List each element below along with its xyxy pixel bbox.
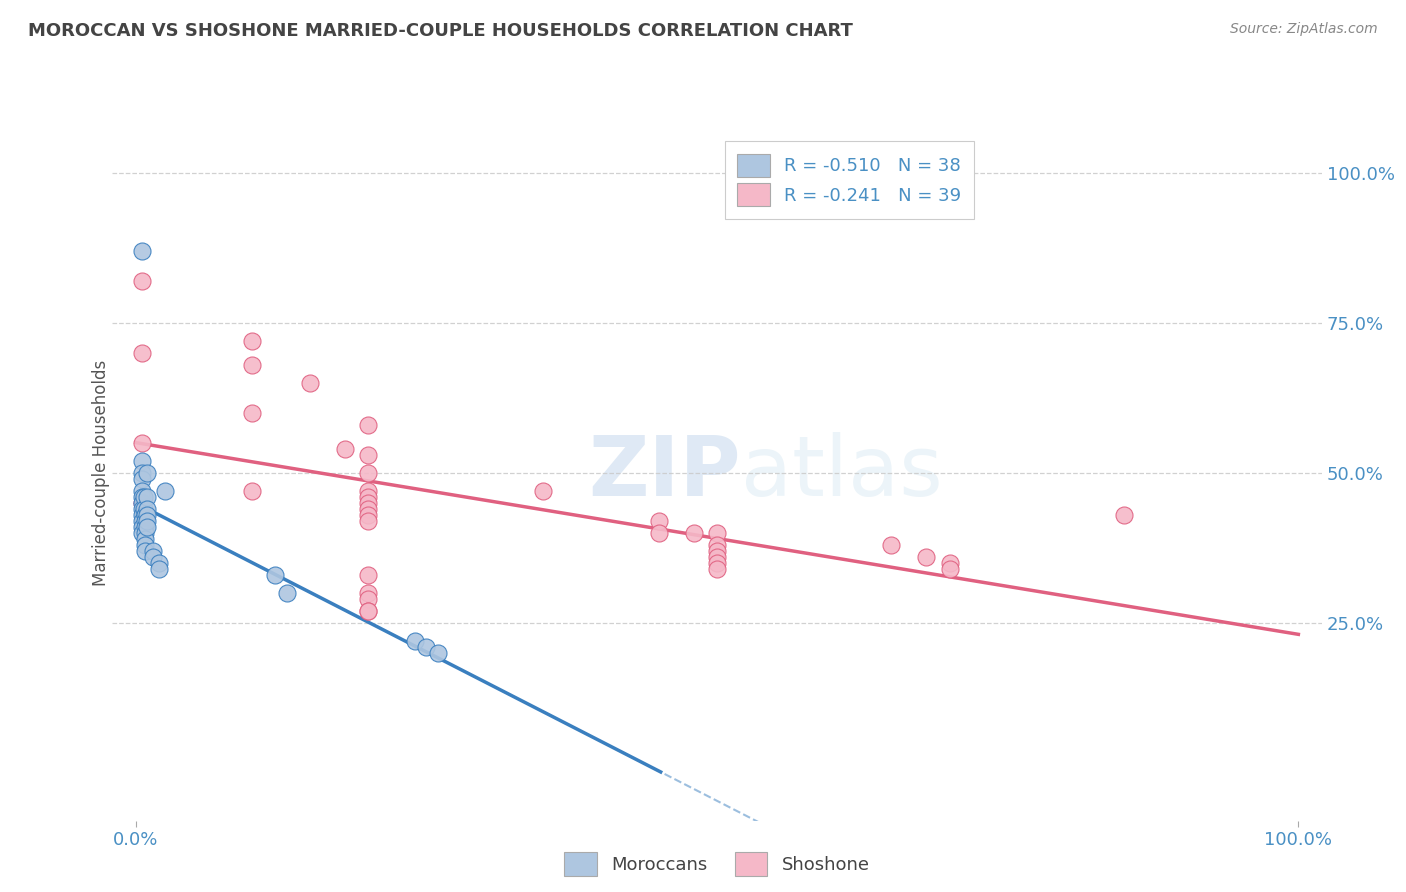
Point [648, 525, 671, 540]
Point [706, 562, 728, 576]
Point [131, 490, 153, 504]
Point [131, 508, 153, 522]
Point [142, 549, 165, 564]
Text: Source: ZipAtlas.com: Source: ZipAtlas.com [1230, 22, 1378, 37]
Point [134, 508, 156, 522]
Point [648, 514, 671, 528]
Point [264, 567, 287, 582]
Point [240, 483, 263, 498]
Point [134, 520, 156, 534]
Point [915, 549, 938, 564]
Point [427, 646, 450, 660]
Y-axis label: Married-couple Households: Married-couple Households [93, 359, 110, 586]
Point [357, 448, 380, 462]
Point [136, 514, 159, 528]
Point [404, 633, 426, 648]
Point [136, 520, 159, 534]
Text: atlas: atlas [741, 433, 943, 513]
Point [299, 376, 322, 390]
Point [131, 466, 153, 480]
Point [706, 549, 728, 564]
Point [131, 520, 153, 534]
Point [131, 501, 153, 516]
Point [153, 483, 176, 498]
Point [1112, 508, 1135, 522]
Text: MOROCCAN VS SHOSHONE MARRIED-COUPLE HOUSEHOLDS CORRELATION CHART: MOROCCAN VS SHOSHONE MARRIED-COUPLE HOUS… [28, 22, 853, 40]
Point [357, 604, 380, 618]
Point [682, 525, 704, 540]
Point [276, 585, 298, 599]
Point [357, 496, 380, 510]
Point [132, 490, 155, 504]
Point [357, 585, 380, 599]
Point [240, 334, 263, 348]
Point [131, 346, 153, 360]
Point [415, 640, 437, 654]
Point [706, 556, 728, 570]
Point [880, 538, 903, 552]
Point [706, 538, 728, 552]
Point [131, 496, 153, 510]
Point [131, 525, 153, 540]
Point [240, 406, 263, 420]
Point [357, 567, 380, 582]
Point [706, 543, 728, 558]
Point [531, 483, 554, 498]
Point [357, 483, 380, 498]
Point [148, 556, 170, 570]
Point [938, 562, 960, 576]
Point [938, 556, 960, 570]
Point [357, 417, 380, 432]
Point [333, 442, 356, 456]
Legend: Moroccans, Shoshone: Moroccans, Shoshone [551, 839, 883, 888]
Text: ZIP: ZIP [589, 433, 741, 513]
Point [131, 483, 153, 498]
Point [131, 244, 153, 258]
Point [148, 562, 170, 576]
Point [357, 490, 380, 504]
Point [132, 501, 155, 516]
Point [142, 543, 165, 558]
Point [136, 501, 159, 516]
Point [357, 514, 380, 528]
Point [131, 496, 153, 510]
Point [131, 435, 153, 450]
Point [136, 508, 159, 522]
Point [357, 501, 380, 516]
Point [134, 514, 156, 528]
Point [357, 508, 380, 522]
Point [357, 591, 380, 606]
Point [240, 358, 263, 372]
Point [131, 472, 153, 486]
Point [134, 525, 156, 540]
Point [134, 543, 156, 558]
Point [134, 538, 156, 552]
Point [131, 274, 153, 288]
Point [136, 466, 159, 480]
Point [706, 525, 728, 540]
Point [357, 604, 380, 618]
Point [134, 508, 156, 522]
Point [131, 454, 153, 468]
Point [357, 466, 380, 480]
Point [131, 514, 153, 528]
Point [134, 532, 156, 546]
Point [136, 490, 159, 504]
